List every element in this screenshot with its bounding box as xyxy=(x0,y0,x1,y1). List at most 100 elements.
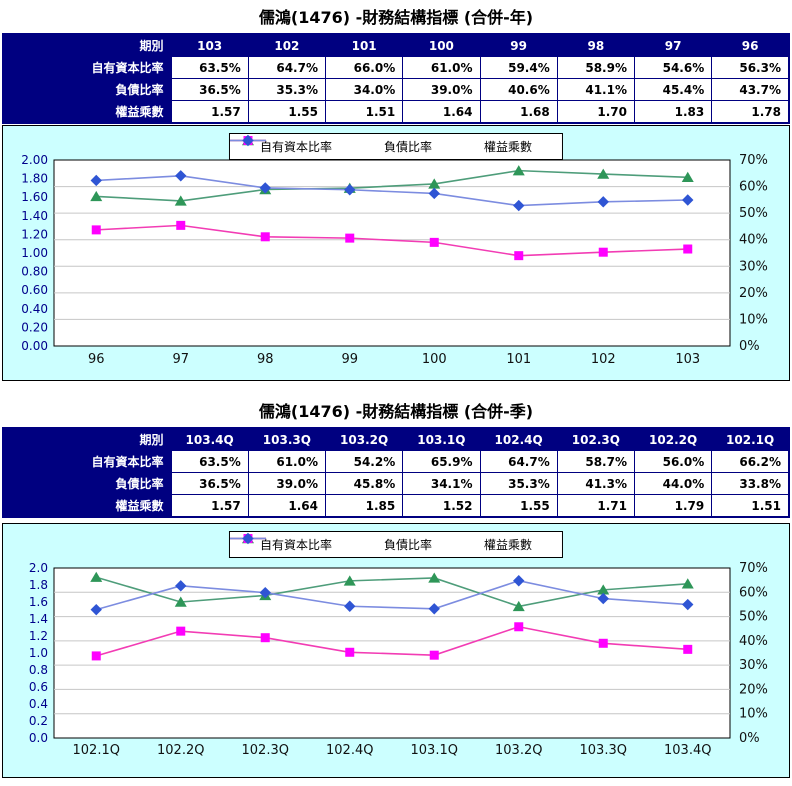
right-axis-tick-label: 20% xyxy=(739,682,768,697)
section-quarterly: 儒鴻(1476) -財務結構指標 (合併-季) 期別 103.4Q 103.3Q 10… xyxy=(0,402,792,778)
right-axis-tick-label: 50% xyxy=(739,610,768,625)
period-column-header: 100 xyxy=(402,33,481,57)
series-line-square xyxy=(96,625,688,657)
left-axis-tick-label: 1.60 xyxy=(21,190,48,204)
table-cell: 40.6% xyxy=(479,78,558,101)
period-column-header: 103.2Q xyxy=(324,427,404,451)
table-cell: 1.83 xyxy=(633,100,713,124)
left-axis-tick-label: 1.2 xyxy=(29,629,48,643)
legend-label: 權益乘數 xyxy=(484,538,533,552)
square-data-marker xyxy=(91,225,101,235)
diamond-marker-icon xyxy=(229,532,266,545)
square-data-marker xyxy=(683,644,693,654)
row-label: 權益乘數 xyxy=(2,494,172,518)
period-column-header: 103.3Q xyxy=(247,427,327,451)
diamond-marker-glyph xyxy=(242,134,254,147)
period-column-header: 102.4Q xyxy=(479,427,558,451)
x-axis-tick-label: 102.2Q xyxy=(157,743,204,758)
square-data-marker xyxy=(429,650,439,660)
left-axis-tick-label: 2.00 xyxy=(21,153,48,167)
annual-chart-legend: 自有資本比率 負債比率 權益乘數 xyxy=(228,133,564,160)
legend-label: 權益乘數 xyxy=(484,140,533,154)
triangle-data-marker xyxy=(174,195,187,206)
diamond-data-marker xyxy=(513,199,525,212)
square-data-marker xyxy=(260,633,270,643)
table-cell: 58.9% xyxy=(556,56,636,79)
row-label: 權益乘數 xyxy=(2,100,172,124)
left-axis-tick-label: 0.00 xyxy=(21,339,48,353)
triangle-data-marker xyxy=(428,178,441,189)
square-data-marker xyxy=(514,622,524,632)
table-cell: 1.51 xyxy=(711,494,790,518)
diamond-marker-glyph xyxy=(242,532,254,545)
quarterly-data-table: 期別 103.4Q 103.3Q 103.2Q 103.1Q 102.4Q 102.3Q 10… xyxy=(2,427,790,518)
period-column-header: 102.3Q xyxy=(556,427,636,451)
diamond-data-marker xyxy=(428,187,440,200)
annual-report-title: 儒鴻(1476) -財務結構指標 (合併-年) xyxy=(258,8,534,27)
left-axis-tick-label: 1.6 xyxy=(29,595,48,609)
period-column-header: 103.1Q xyxy=(402,427,481,451)
table-row: 權益乘數 1.57 1.64 1.85 1.52 1.55 1.71 1.79 1.51 xyxy=(2,494,790,518)
series-line-square xyxy=(96,224,688,257)
table-cell: 35.3% xyxy=(479,472,558,495)
row-label: 自有資本比率 xyxy=(2,450,172,473)
period-corner-label: 期別 xyxy=(2,427,172,451)
diamond-data-marker xyxy=(682,194,694,206)
legend-label: 自有資本比率 xyxy=(259,538,332,552)
x-axis-tick-label: 103.2Q xyxy=(495,743,542,758)
row-label: 自有資本比率 xyxy=(2,56,172,79)
left-axis-tick-label: 0.20 xyxy=(21,320,48,334)
x-axis-tick-label: 99 xyxy=(341,352,358,367)
x-axis-tick-label: 102.3Q xyxy=(242,743,289,758)
table-cell: 34.1% xyxy=(402,472,481,495)
x-axis-tick-label: 96 xyxy=(88,352,105,367)
diamond-data-marker xyxy=(90,174,102,187)
table-cell: 1.55 xyxy=(247,100,327,124)
left-axis-tick-label: 1.20 xyxy=(21,227,48,241)
legend-item: 負債比率 xyxy=(229,534,433,553)
table-row: 自有資本比率 63.5% 64.7% 66.0% 61.0% 59.4% 58.9% 54.6… xyxy=(2,56,790,79)
square-data-marker xyxy=(598,638,608,648)
table-cell: 41.1% xyxy=(556,78,636,101)
left-axis-tick-label: 1.40 xyxy=(21,209,48,223)
table-cell: 41.3% xyxy=(556,472,636,495)
left-axis-tick-label: 0.60 xyxy=(21,283,48,297)
legend-label: 負債比率 xyxy=(383,538,433,552)
table-cell: 36.5% xyxy=(170,472,249,495)
square-data-marker xyxy=(429,237,439,247)
triangle-data-marker xyxy=(681,171,694,182)
quarterly-chart-area: 0.0 0.2 0.4 0.6 0.8 1.0 1.2 1.4 1.6 1.8 2.0 0% 10% 20… xyxy=(2,523,790,778)
series-line-triangle xyxy=(96,576,688,608)
square-data-marker xyxy=(345,233,355,243)
table-cell: 39.0% xyxy=(247,472,327,495)
table-row: 負債比率 36.5% 35.3% 34.0% 39.0% 40.6% 41.1% 45.4% 4… xyxy=(2,78,790,101)
left-axis-tick-label: 0.2 xyxy=(29,714,48,728)
series-line-diamond xyxy=(96,579,688,611)
square-data-marker xyxy=(176,626,186,636)
right-axis-tick-label: 30% xyxy=(739,259,768,274)
quarterly-line-chart: 0.0 0.2 0.4 0.6 0.8 1.0 1.2 1.4 1.6 1.8 2.0 0% 10% 20… xyxy=(29,561,768,758)
left-axis-tick-label: 0.40 xyxy=(21,302,48,316)
right-axis-tick-label: 40% xyxy=(739,634,768,649)
table-cell: 35.3% xyxy=(247,78,327,101)
left-axis-tick-label: 0.4 xyxy=(29,697,48,711)
table-cell: 66.2% xyxy=(711,450,790,473)
x-axis-tick-label: 103.1Q xyxy=(411,743,458,758)
annual-data-table: 期別 103 102 101 100 99 98 97 96 自有資本比率 63.5% 64.7% 66… xyxy=(2,33,790,124)
table-cell: 1.64 xyxy=(247,494,327,518)
table-cell: 1.79 xyxy=(633,494,713,518)
diamond-data-marker xyxy=(513,575,525,587)
left-axis-tick-label: 1.8 xyxy=(29,578,48,592)
left-axis-tick-label: 0.0 xyxy=(29,731,48,745)
table-cell: 1.71 xyxy=(556,494,636,518)
right-axis-tick-label: 60% xyxy=(739,585,768,600)
legend-item: 自有資本比率 xyxy=(229,135,332,155)
period-column-header: 102.2Q xyxy=(633,427,713,451)
square-data-marker xyxy=(683,244,693,254)
x-axis-tick-label: 103 xyxy=(675,352,700,367)
row-label: 負債比率 xyxy=(2,78,172,101)
right-axis-tick-label: 50% xyxy=(739,206,768,221)
x-axis-tick-label: 100 xyxy=(422,352,447,367)
triangle-data-marker xyxy=(512,165,525,176)
annual-line-chart: 0.00 0.20 0.40 0.60 0.80 1.00 1.20 1.40 1.60 1.80… xyxy=(21,153,768,367)
